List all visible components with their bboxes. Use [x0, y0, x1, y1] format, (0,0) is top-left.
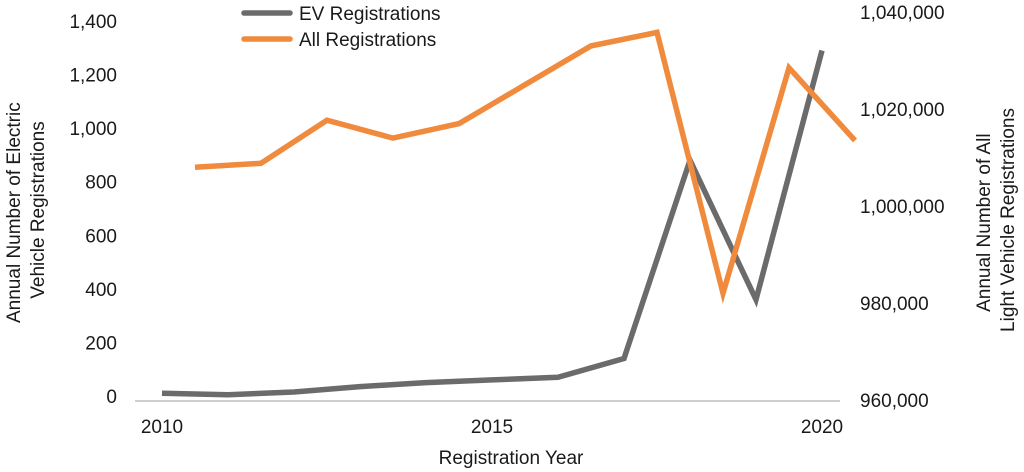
y-right-tick-label: 980,000	[860, 294, 929, 315]
series-lines	[161, 29, 858, 398]
y-left-axis-ticks: 0 200 400 600 800 1,000 1,200 1,400	[69, 12, 117, 408]
y-left-tick-label: 1,200	[69, 66, 117, 87]
legend-label-ev: EV Registrations	[299, 4, 441, 25]
y-right-axis-title: Annual Number of All Light Vehicle Regis…	[974, 108, 1019, 332]
ev-registrations-line	[161, 49, 825, 398]
y-left-tick-label: 1,000	[69, 119, 117, 140]
y-left-axis-title-line-1: Annual Number of Electric	[4, 102, 25, 323]
y-left-axis-title: Annual Number of Electric Vehicle Regist…	[4, 97, 49, 323]
y-right-axis-ticks: 960,000 980,000 1,000,000 1,020,000 1,040,00…	[860, 3, 945, 412]
legend: EV Registrations All Registrations	[241, 4, 441, 51]
y-left-tick-label: 400	[85, 280, 117, 301]
all-registrations-line	[194, 29, 858, 304]
x-axis-ticks: 2010 2015 2020	[141, 417, 843, 438]
y-left-tick-label: 1,400	[69, 12, 117, 33]
y-left-tick-label: 0	[106, 387, 117, 408]
legend-label-all: All Registrations	[299, 30, 436, 51]
y-right-tick-label: 1,040,000	[860, 3, 945, 24]
x-tick-label: 2015	[471, 417, 513, 438]
x-tick-label: 2010	[141, 417, 183, 438]
y-right-axis-title-line-1: Annual Number of All	[974, 133, 995, 312]
y-right-axis-title-line-2: Light Vehicle Registrations	[998, 108, 1019, 332]
x-axis-title: Registration Year	[439, 448, 584, 469]
y-left-axis-title-line-2: Vehicle Registrations	[28, 121, 49, 298]
y-right-tick-label: 1,000,000	[860, 197, 945, 218]
y-right-tick-label: 1,020,000	[860, 100, 945, 121]
y-left-tick-label: 800	[85, 173, 117, 194]
y-left-tick-label: 600	[85, 226, 117, 247]
x-tick-label: 2020	[801, 417, 843, 438]
y-right-tick-label: 960,000	[860, 391, 929, 412]
y-left-tick-label: 200	[85, 333, 117, 354]
